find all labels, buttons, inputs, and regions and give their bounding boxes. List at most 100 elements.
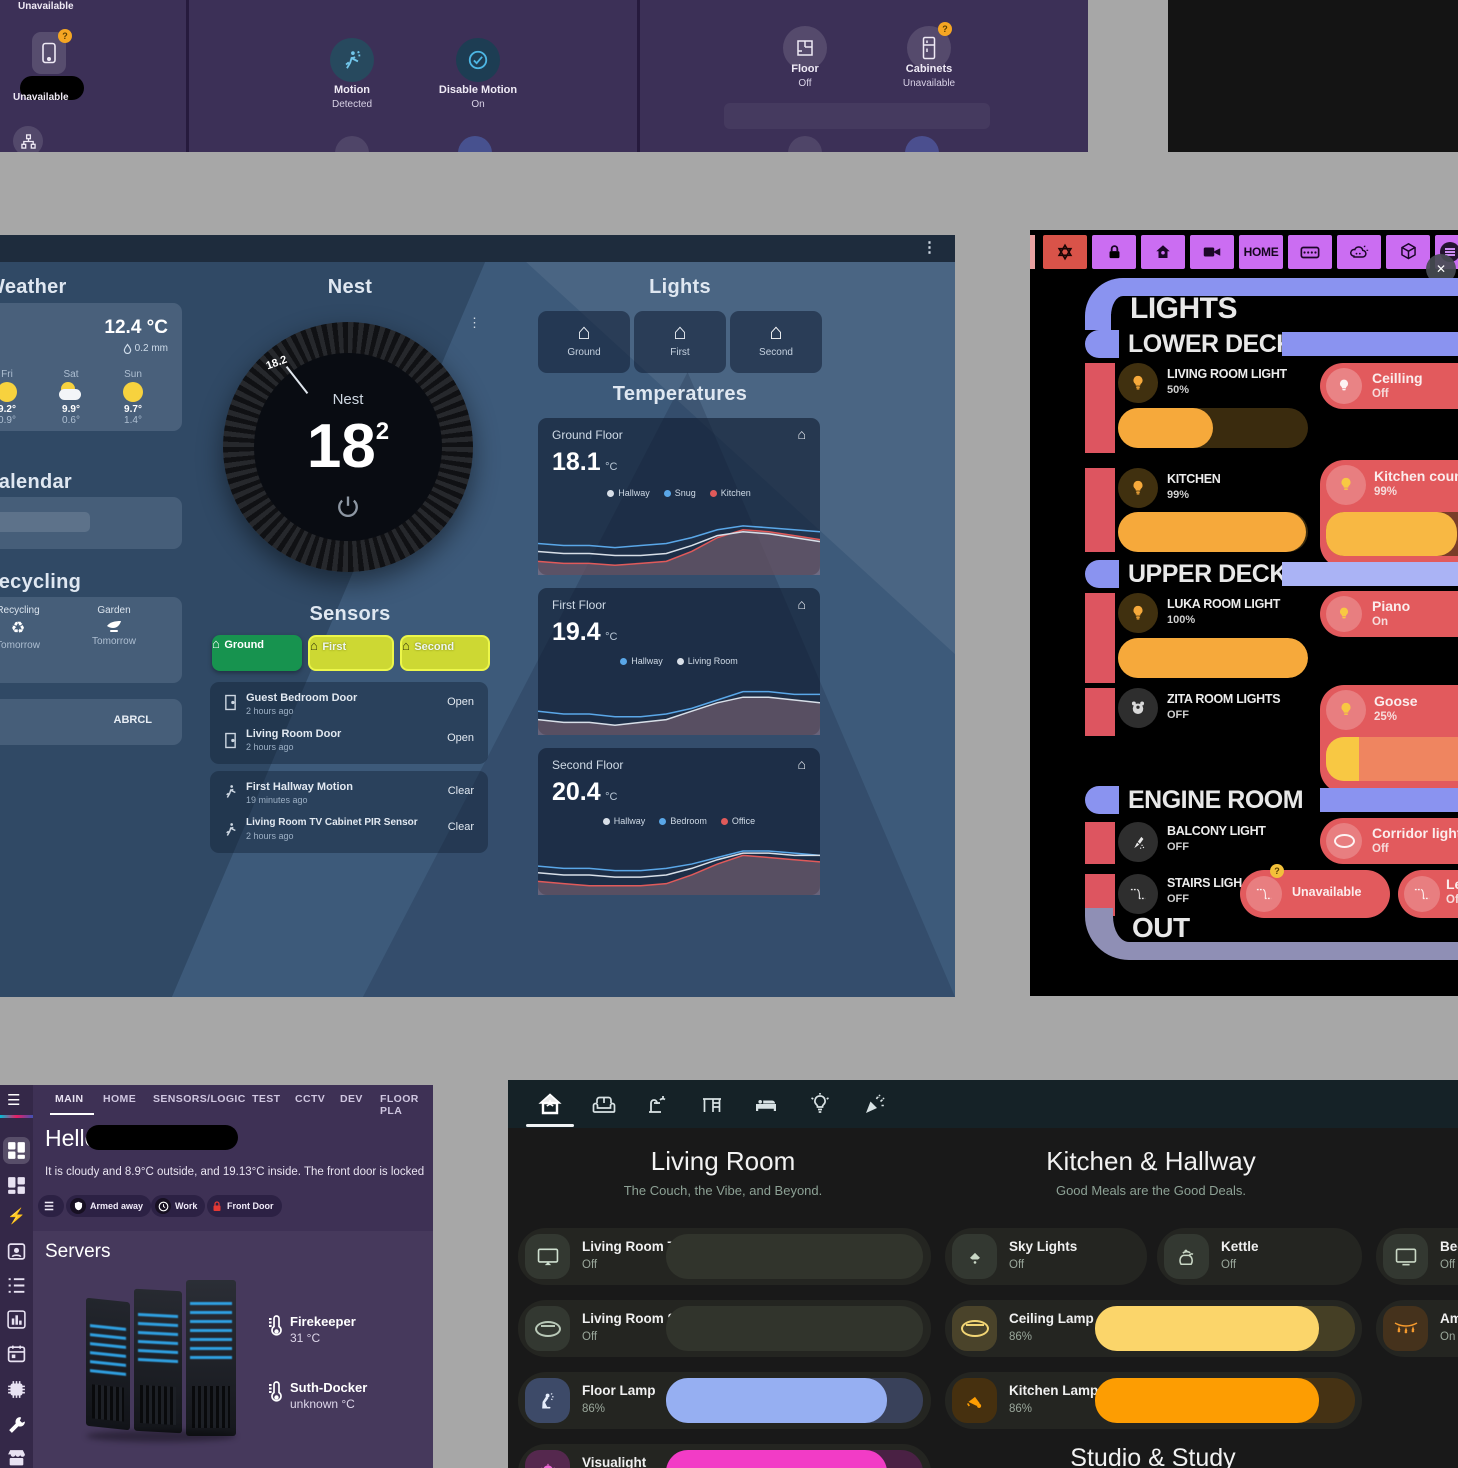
light-icon-circle[interactable] [1118,874,1158,914]
motion-tile-icon[interactable] [330,38,374,82]
brightness-slider[interactable] [1326,737,1458,781]
tile-slider[interactable] [666,1234,923,1279]
remote-button[interactable] [1288,235,1332,269]
chip-icon[interactable] [6,1379,27,1400]
tab-home[interactable]: HOME [103,1093,137,1105]
sidebar-item-dashboard-active[interactable] [3,1137,30,1164]
light-pill-piano[interactable]: Piano On [1320,591,1458,637]
tile-visualight[interactable]: Visualight [518,1444,931,1468]
home-icon[interactable]: ⌂ [797,756,806,772]
light-icon-circle[interactable] [1118,468,1158,508]
floor-tile-icon[interactable] [783,26,827,70]
tab-test[interactable]: TEST [252,1093,281,1105]
tile-living-room-tv[interactable]: Living Room TV Off [518,1228,931,1285]
tile-slider[interactable] [666,1306,923,1351]
person-badge-icon[interactable] [6,1241,27,1262]
tile-ambient[interactable]: Amb On [1376,1300,1458,1357]
sensor-state[interactable]: Open [447,732,474,744]
bar-chart-icon[interactable] [6,1309,27,1330]
sensor-state[interactable]: Clear [447,821,474,833]
light-pill-unavailable[interactable]: ? Unavailable [1240,864,1390,918]
light-icon-circle[interactable] [1118,822,1158,862]
tile-slider[interactable] [1095,1306,1355,1351]
chip-menu[interactable]: ☰ [38,1195,64,1217]
light-icon-circle[interactable] [1118,363,1158,403]
nav-lamp-icon[interactable] [808,1092,832,1116]
light-button-first[interactable]: ⌂ First [634,311,726,373]
light-icon-circle[interactable] [1118,688,1158,728]
card-menu-icon[interactable]: ⋮ [468,315,481,330]
nav-bed-icon[interactable] [754,1092,778,1116]
partial-tile[interactable] [335,136,369,152]
wrench-icon[interactable] [6,1415,27,1436]
grid-alt-icon[interactable] [6,1175,27,1196]
sensor-floor-button-ground[interactable]: ⌂ Ground [212,635,302,671]
home-icon[interactable]: ⌂ [797,596,806,612]
sensor-floor-button-second[interactable]: ⌂ Second [400,635,490,671]
home-button[interactable]: HOME [1239,235,1283,269]
sensor-floor-button-first[interactable]: ⌂ First [308,635,394,671]
tab-cctv[interactable]: CCTV [295,1093,326,1105]
calendar-card[interactable] [0,497,182,549]
light-pill-goose[interactable]: Goose 25% [1320,685,1458,793]
tile-slider[interactable] [666,1450,923,1468]
light-icon-circle[interactable] [1118,593,1158,633]
nav-couch-icon[interactable] [592,1092,616,1116]
sensor-state[interactable]: Open [447,696,474,708]
partial-tile[interactable] [788,136,822,152]
cube-button[interactable] [1386,235,1430,269]
extra-card[interactable]: ABRCL [0,699,182,745]
tile-slider[interactable] [1095,1378,1355,1423]
hacs-store-icon[interactable] [6,1447,27,1468]
menu-icon[interactable]: ☰ [7,1092,21,1109]
brightness-slider[interactable] [1118,408,1308,448]
lock-button[interactable] [1092,235,1136,269]
power-icon[interactable] [334,493,362,521]
brightness-slider[interactable] [1118,638,1308,678]
partial-tile[interactable] [458,136,492,152]
light-pill-ceilling[interactable]: Ceilling Off [1320,363,1458,409]
nav-faucet-icon[interactable] [646,1092,670,1116]
nav-party-icon[interactable] [862,1092,886,1116]
light-pill-led[interactable]: Led Off [1398,870,1458,918]
nav-desk-icon[interactable] [700,1092,724,1116]
list-icon[interactable] [6,1275,27,1296]
network-tile[interactable] [13,126,43,152]
tile-kettle[interactable]: Kettle Off [1157,1228,1362,1285]
first-floor-temp-card[interactable]: First Floor ⌂ 19.4 °C Hallway Living Roo… [538,588,820,735]
weather-button[interactable] [1337,235,1381,269]
tab-floor-plan[interactable]: FLOOR PLA [380,1093,419,1117]
camera-button[interactable] [1190,235,1234,269]
tile-floor-lamp[interactable]: Floor Lamp 86% [518,1372,931,1429]
brightness-slider[interactable] [1326,512,1458,556]
weather-card[interactable]: y 12.4 °C 0.2 mm Fri 9.2° 0.9° Sat 9.9° … [0,303,182,431]
brightness-slider[interactable] [1118,512,1308,552]
second-floor-temp-card[interactable]: Second Floor ⌂ 20.4 °C Hallway Bedroom O… [538,748,820,895]
bolt-icon[interactable]: ⚡ [7,1208,26,1225]
chip-front-door[interactable]: Front Door [207,1195,282,1217]
tile-bed-tv[interactable]: Bed Off [1376,1228,1458,1285]
sensor-state[interactable]: Clear [447,785,474,797]
more-options-icon[interactable]: ⋮ [922,239,937,256]
tile-living-room-speaker[interactable]: Living Room Speaker Off [518,1300,931,1357]
light-button-second[interactable]: ⌂ Second [730,311,822,373]
disable-motion-tile-icon[interactable] [456,38,500,82]
tab-dev[interactable]: DEV [340,1093,363,1105]
light-button-ground[interactable]: ⌂ Ground [538,311,630,373]
tile-slider[interactable] [666,1378,923,1423]
tile-kitchen-lamp[interactable]: Kitchen Lamp 86% [945,1372,1362,1429]
chip-armed-away[interactable]: Armed away [66,1195,152,1217]
calendar-icon[interactable] [6,1343,27,1364]
ground-floor-temp-card[interactable]: Ground Floor ⌂ 18.1 °C Hallway Snug Kitc… [538,418,820,575]
recycling-card[interactable]: Recycling ♻ Tomorrow Garden Tomorrow [0,597,182,683]
star-button[interactable] [1043,235,1087,269]
tab-sensors-logic[interactable]: SENSORS/LOGIC [153,1093,246,1105]
grid-icon[interactable] [6,1140,27,1161]
home-icon[interactable]: ⌂ [797,426,806,442]
home-security-button[interactable] [1141,235,1185,269]
tile-ceiling-lamp[interactable]: Ceiling Lamp 86% [945,1300,1362,1357]
light-pill-kitchen-countertop[interactable]: Kitchen counterto 99% [1320,460,1458,568]
light-pill-corridor[interactable]: Corridor light Off [1320,818,1458,864]
tile-sky-lights[interactable]: Sky Lights Off [945,1228,1147,1285]
partial-tile[interactable] [905,136,939,152]
